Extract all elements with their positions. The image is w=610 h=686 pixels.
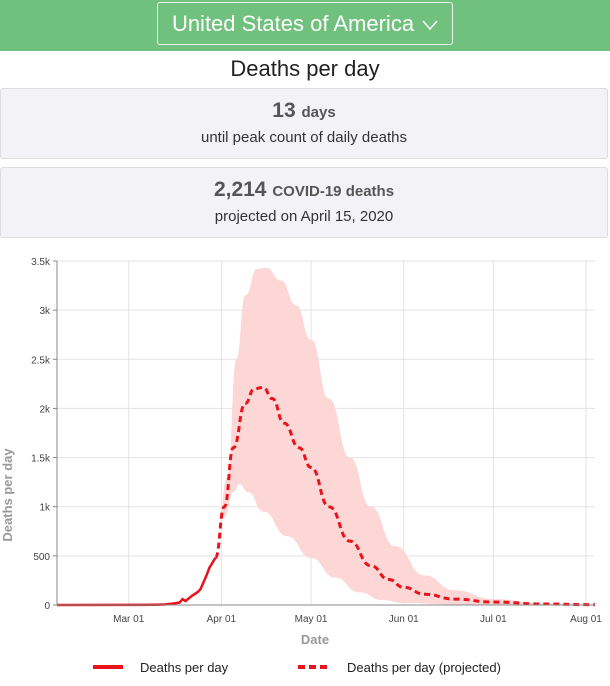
uncertainty-band bbox=[215, 267, 595, 605]
y-tick-label: 1.5k bbox=[31, 454, 51, 465]
x-tick-label: Apr 01 bbox=[207, 614, 237, 625]
peak-deaths-value: 2,214 bbox=[213, 178, 267, 201]
series-line-projected bbox=[213, 385, 596, 607]
legend-item-actual[interactable]: Deaths per day bbox=[140, 660, 229, 675]
peak-deaths-card: 2,214 COVID-19 deaths projected on April… bbox=[0, 167, 608, 238]
peak-days-unit: days bbox=[301, 104, 336, 121]
y-tick-label: 0 bbox=[44, 601, 50, 612]
x-tick-label: Jun 01 bbox=[389, 614, 419, 625]
header-bar: United States of America bbox=[0, 0, 610, 51]
chevron-down-icon bbox=[422, 11, 438, 37]
x-axis-label: Date bbox=[301, 632, 329, 647]
peak-days-value: 13 bbox=[272, 99, 296, 122]
x-tick-label: Aug 01 bbox=[570, 614, 602, 625]
y-tick-label: 2.5k bbox=[31, 355, 51, 366]
legend-item-projected[interactable]: Deaths per day (projected) bbox=[347, 660, 501, 675]
deaths-chart: Mar 01 Apr 01 May 01 Jun 01 Jul 01 Aug 01 0 500… bbox=[0, 257, 602, 675]
y-tick-label: 2k bbox=[39, 404, 51, 415]
peak-deaths-caption: projected on April 15, 2020 bbox=[214, 208, 394, 225]
country-select-value: United States of America bbox=[171, 10, 415, 36]
y-tick-label: 3.5k bbox=[31, 257, 51, 268]
y-tick-label: 1k bbox=[39, 503, 51, 514]
peak-deaths-unit: COVID-19 deaths bbox=[272, 183, 395, 200]
series-line-actual bbox=[56, 557, 217, 607]
y-tick-label: 3k bbox=[39, 306, 51, 317]
page-title: Deaths per day bbox=[230, 56, 380, 81]
y-tick-label: 500 bbox=[33, 552, 50, 563]
peak-days-card: 13 days until peak count of daily deaths bbox=[0, 88, 608, 159]
country-select[interactable]: United States of America bbox=[156, 2, 454, 45]
peak-days-caption: until peak count of daily deaths bbox=[201, 129, 407, 146]
x-tick-label: Mar 01 bbox=[113, 614, 145, 625]
x-tick-label: May 01 bbox=[295, 614, 328, 625]
y-axis-label: Deaths per day bbox=[0, 448, 15, 542]
x-tick-label: Jul 01 bbox=[480, 614, 507, 625]
